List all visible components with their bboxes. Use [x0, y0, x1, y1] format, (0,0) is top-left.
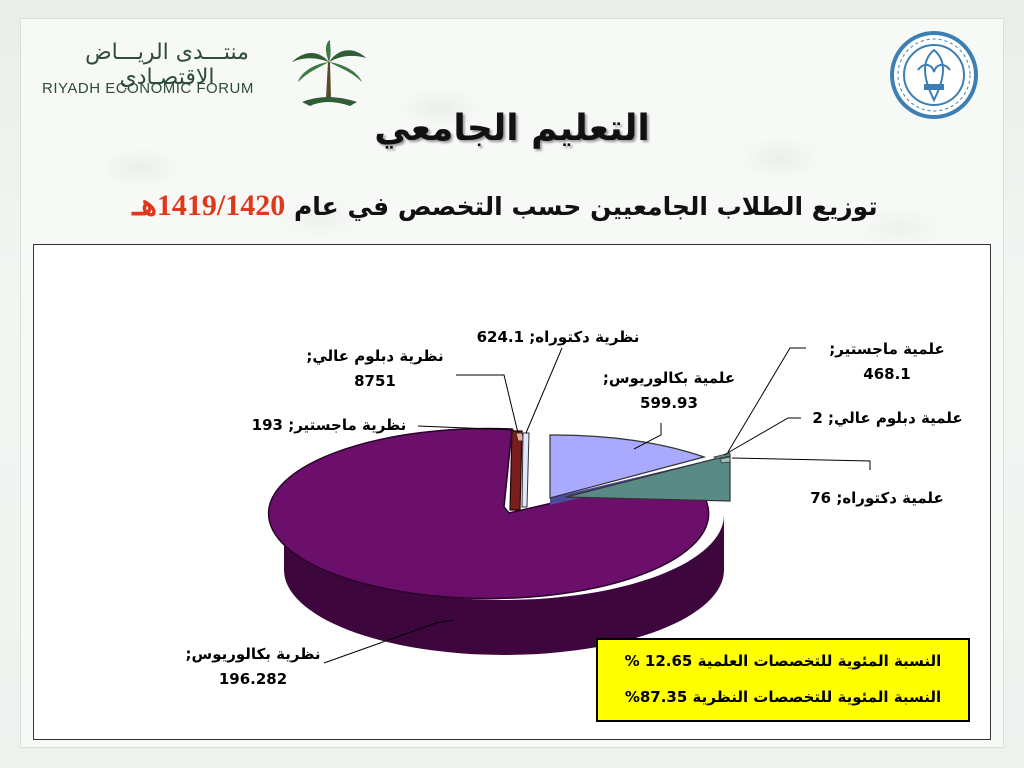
slice-nb-top — [267, 427, 710, 600]
leader-ed — [723, 417, 801, 456]
label-scientific-masters: علمية ماجستير; 468.1 — [812, 337, 962, 387]
leader-em — [727, 347, 806, 453]
label-eb-name: علمية بكالوريوس; — [602, 369, 736, 387]
label-nm-text: نظرية ماجستير; 193 — [251, 416, 407, 434]
slice-em-top — [565, 454, 731, 502]
subtitle-text: توزيع الطلاب الجامعيين حسب التخصص في عام — [293, 192, 878, 221]
leader-lines — [323, 347, 871, 664]
chart-subtitle: توزيع الطلاب الجامعيين حسب التخصص في عام… — [60, 188, 950, 223]
label-edk-text: علمية دكتوراه; 76 — [810, 489, 944, 507]
leader-nd — [456, 374, 519, 434]
label-scientific-bachelor: علمية بكالوريوس; 599.93 — [584, 366, 754, 416]
label-nd-name: نظرية دبلوم عالي; — [306, 347, 444, 365]
college-emblem-icon — [890, 31, 978, 119]
label-nb-name: نظرية بكالوريوس; — [185, 645, 321, 663]
logo-english-text: RIYADH ECONOMIC FORUM — [42, 80, 254, 97]
label-scientific-doctorate: علمية دكتوراه; 76 — [792, 486, 962, 511]
label-ed-text: علمية دبلوم عالي; 2 — [812, 409, 963, 427]
percentage-summary-box: النسبة المئوية للتخصصات العلمية 12.65 % … — [596, 638, 970, 722]
label-theoretical-masters: نظرية ماجستير; 193 — [234, 413, 424, 438]
label-nd-value: 8751 — [354, 372, 396, 390]
slice-eb-top — [549, 434, 707, 499]
chart-area — [33, 244, 991, 740]
label-ndk-text: نظرية دكتوراه; 624.1 — [476, 328, 640, 346]
subtitle-year: 1419/1420هـ — [132, 189, 286, 222]
scientific-percentage: النسبة المئوية للتخصصات العلمية 12.65 % — [624, 652, 942, 670]
label-nb-value: 196.282 — [218, 670, 288, 688]
label-theoretical-bachelor: نظرية بكالوريوس; 196.282 — [168, 642, 338, 692]
leader-nm — [417, 425, 515, 431]
slice-ndk — [521, 432, 530, 508]
label-scientific-diploma: علمية دبلوم عالي; 2 — [800, 406, 975, 431]
palm-tree-icon — [292, 40, 366, 106]
slice-nm — [509, 430, 523, 511]
slice-edk — [719, 456, 731, 464]
leader-nb — [323, 619, 455, 664]
leader-edk — [731, 457, 871, 470]
label-em-value: 468.1 — [863, 365, 911, 383]
label-theoretical-diploma: نظرية دبلوم عالي; 8751 — [290, 344, 460, 394]
leader-ndk — [525, 347, 563, 434]
riyadh-economic-forum-logo: منتـــدى الريـــاض الاقتصـادي RIYADH ECO… — [42, 40, 372, 110]
logo-arabic-text: منتـــدى الريـــاض الاقتصـادي — [85, 40, 249, 90]
slice-nb-side — [284, 515, 724, 655]
pie-chart — [267, 347, 871, 664]
label-theoretical-doctorate: نظرية دكتوراه; 624.1 — [458, 325, 658, 350]
page-title: التعليم الجامعي — [374, 108, 650, 149]
leader-eb — [633, 423, 662, 450]
theoretical-percentage: النسبة المئوية للتخصصات النظرية 87.35% — [624, 688, 942, 706]
label-eb-value: 599.93 — [640, 394, 698, 412]
label-em-name: علمية ماجستير; — [829, 340, 945, 358]
